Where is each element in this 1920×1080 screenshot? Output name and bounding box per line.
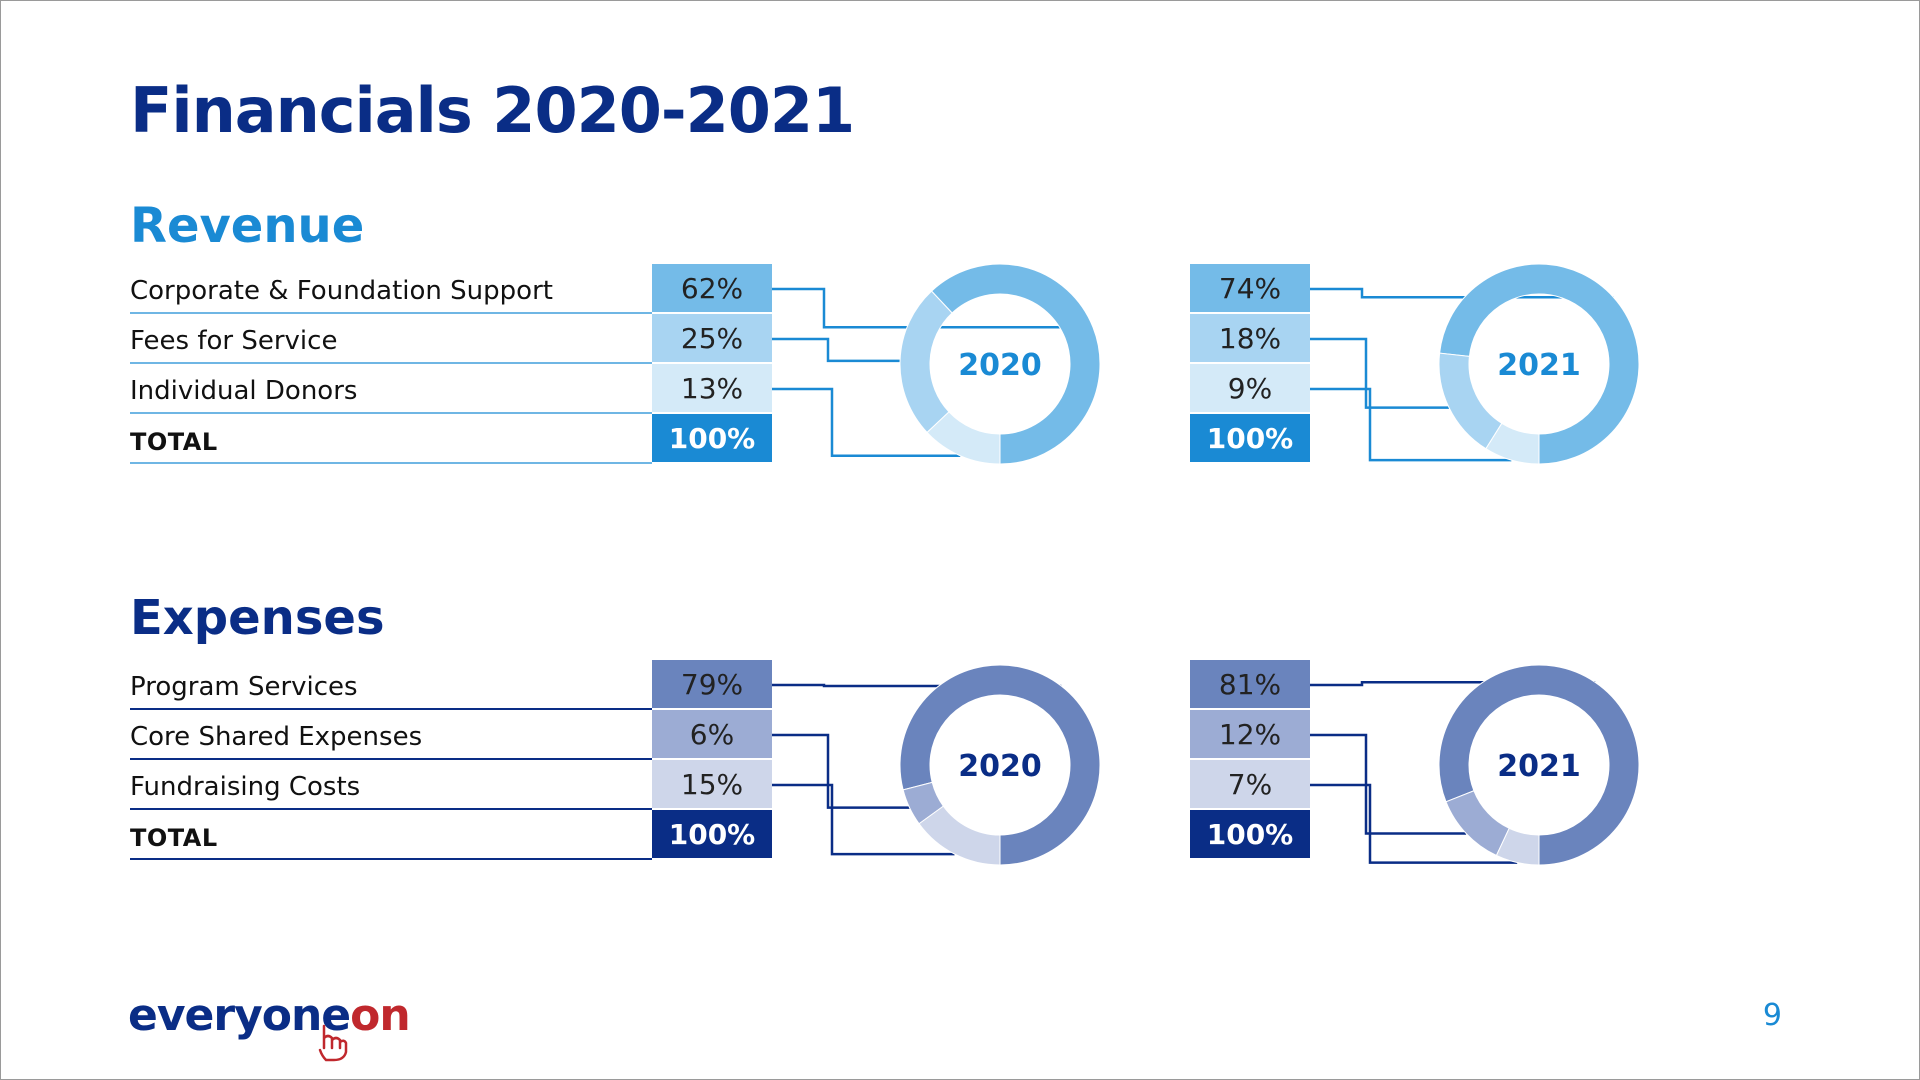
expenses-row-label: Fundraising Costs	[130, 772, 361, 802]
logo-text-main: everyone	[128, 990, 351, 1041]
value-cell: 9%	[1190, 364, 1310, 414]
value-cell: 62%	[652, 264, 772, 314]
logo-text-accent: on	[350, 990, 411, 1041]
revenue-row: Fees for Service	[130, 314, 652, 364]
connector-line	[1310, 681, 1596, 687]
everyoneon-logo: everyoneon	[128, 990, 411, 1062]
revenue-row: Individual Donors	[130, 364, 652, 414]
connector-line	[1310, 733, 1467, 835]
connector-line	[772, 783, 955, 856]
donut-slice	[1438, 664, 1640, 866]
connector-line	[1310, 783, 1518, 864]
total-cell: 100%	[652, 414, 772, 464]
revenue-row-label: Fees for Service	[130, 326, 338, 356]
value-cell: 74%	[1190, 264, 1310, 314]
value-cell: 18%	[1190, 314, 1310, 364]
connector-line	[772, 733, 910, 809]
donut-slice	[918, 805, 1001, 866]
donut-center-label: 2020	[958, 749, 1042, 784]
revenue-row-label: Corporate & Foundation Support	[130, 276, 553, 306]
revenue-heading: Revenue	[130, 198, 365, 254]
donut-center-label: 2021	[1497, 348, 1581, 383]
revenue-total-row: TOTAL	[130, 414, 652, 464]
pointer-hand-icon	[318, 1024, 348, 1062]
value-cell: 15%	[652, 760, 772, 810]
connector-line	[772, 287, 1093, 329]
expenses-row-label: Program Services	[130, 672, 358, 702]
connector-line	[1310, 337, 1449, 409]
revenue-total-label: TOTAL	[130, 428, 218, 456]
expenses-row: Fundraising Costs	[130, 760, 652, 810]
value-cell: 79%	[652, 660, 772, 710]
donut-slice	[930, 263, 1101, 465]
donut-slice	[1485, 422, 1540, 465]
revenue-row: Corporate & Foundation Support	[130, 264, 652, 314]
expenses-total-row: TOTAL	[130, 810, 652, 860]
value-cell: 25%	[652, 314, 772, 364]
donut-slice	[899, 664, 1101, 866]
expenses-row: Program Services	[130, 660, 652, 710]
expenses-row-label: Core Shared Expenses	[130, 722, 423, 752]
total-cell: 100%	[1190, 414, 1310, 464]
donut-center-label: 2020	[958, 348, 1042, 383]
total-cell: 100%	[1190, 810, 1310, 860]
donut-slice	[1438, 352, 1503, 450]
connector-line	[772, 337, 901, 363]
donut-slice	[1445, 790, 1510, 857]
page-title: Financials 2020-2021	[130, 74, 855, 147]
donut-slice	[1439, 263, 1640, 465]
value-cell: 12%	[1190, 710, 1310, 760]
connector-line	[1310, 387, 1512, 462]
value-cell: 6%	[652, 710, 772, 760]
value-cell: 13%	[652, 364, 772, 414]
donut-slice	[899, 290, 953, 434]
page-number: 9	[1762, 998, 1782, 1033]
donut-slice	[926, 411, 1001, 465]
value-cell: 81%	[1190, 660, 1310, 710]
expenses-heading: Expenses	[130, 590, 385, 646]
donut-center-label: 2021	[1497, 749, 1581, 784]
donut-slice	[1495, 827, 1540, 866]
expenses-row: Core Shared Expenses	[130, 710, 652, 760]
connector-line	[772, 387, 961, 458]
value-cell: 7%	[1190, 760, 1310, 810]
revenue-row-label: Individual Donors	[130, 376, 358, 406]
expenses-total-label: TOTAL	[130, 824, 218, 852]
total-cell: 100%	[652, 810, 772, 860]
